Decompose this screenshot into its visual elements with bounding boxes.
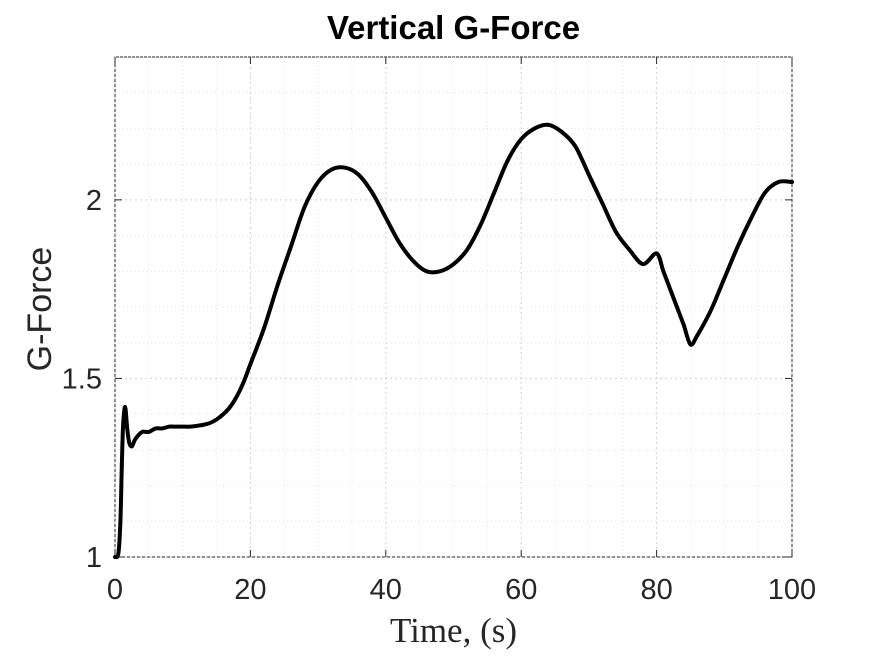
chart-title: Vertical G-Force	[327, 9, 580, 46]
series-line	[113, 122, 794, 560]
y-tick-label: 1	[86, 542, 102, 574]
x-axis-label: Time, (s)	[390, 611, 517, 650]
y-tick-label: 1.5	[62, 363, 102, 395]
axis-ticks	[114, 57, 793, 558]
tick-labels: 0 20 40 60 80 100 1 1.5 2	[62, 185, 817, 606]
x-tick-label: 80	[640, 574, 672, 606]
x-tick-label: 60	[505, 574, 537, 606]
x-tick-label: 40	[370, 574, 402, 606]
y-tick-label: 2	[86, 185, 102, 217]
x-tick-label: 100	[768, 574, 816, 606]
x-tick-label: 20	[234, 574, 266, 606]
series-group	[113, 122, 794, 560]
x-tick-label: 0	[107, 574, 123, 606]
y-axis-label: G-Force	[21, 247, 59, 372]
grid	[114, 56, 793, 558]
